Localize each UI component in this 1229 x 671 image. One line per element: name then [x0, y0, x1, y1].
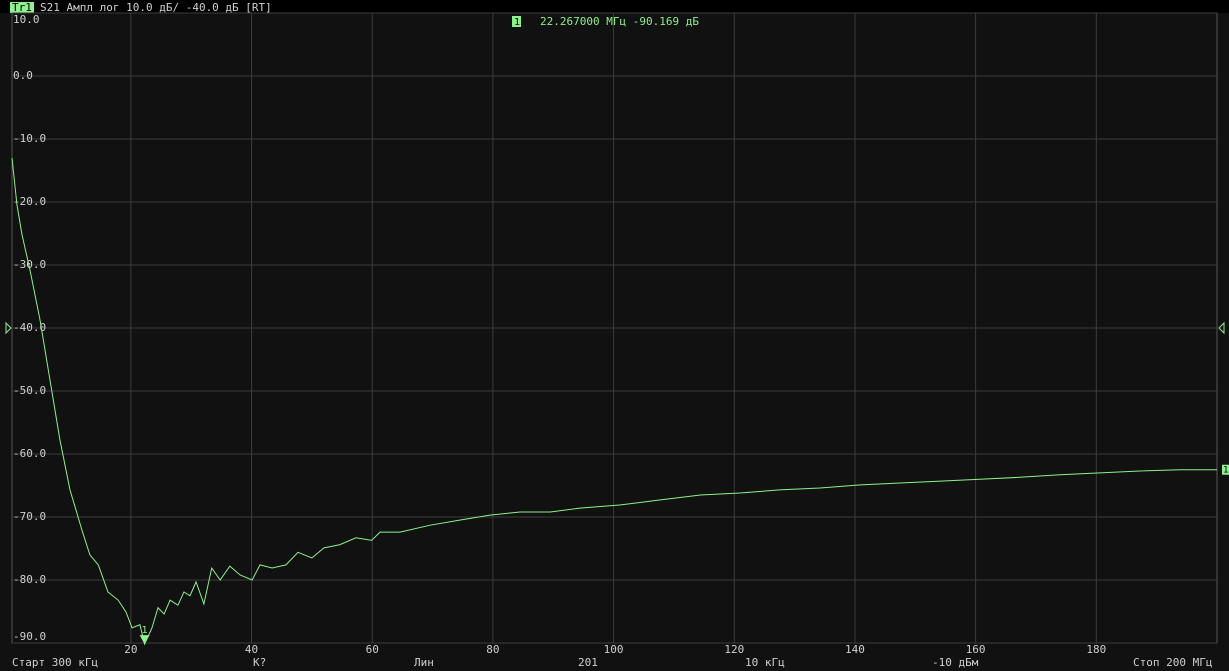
chart-title: S21 Ампл лог 10.0 дБ/ -40.0 дБ [RT] [40, 1, 272, 14]
status-item: К? [253, 656, 266, 669]
x-tick-label: 60 [366, 643, 379, 656]
y-tick-label: -80.0 [13, 573, 46, 586]
status-item: Стоп 200 МГц [1133, 656, 1212, 669]
marker-label: 1 [142, 625, 148, 636]
ref-level-right [1218, 321, 1225, 335]
marker-readout-number: 1 [514, 17, 520, 28]
x-tick-label: 120 [724, 643, 744, 656]
status-item: 201 [578, 656, 598, 669]
y-tick-label: -70.0 [13, 510, 46, 523]
trace-badge [10, 2, 34, 13]
y-tick-label: 0.0 [13, 69, 33, 82]
marker-readout-badge [512, 16, 521, 27]
x-tick-label: 80 [486, 643, 499, 656]
y-tick-label: -10.0 [13, 132, 46, 145]
status-item: Старт 300 кГц [12, 656, 98, 669]
marker [139, 635, 150, 645]
y-tick-label: -30.0 [13, 258, 46, 271]
trace-name: Tr1 [12, 1, 32, 14]
ref-level-left [5, 321, 12, 335]
y-tick-label: -90.0 [13, 630, 46, 643]
y-tick-label: -20.0 [13, 195, 46, 208]
x-tick-label: 20 [124, 643, 137, 656]
x-tick-label: 180 [1086, 643, 1106, 656]
trace-end-badge [1222, 464, 1229, 475]
status-item: 10 кГц [745, 656, 785, 669]
trace-line [11, 157, 1217, 646]
x-tick-label: 40 [245, 643, 258, 656]
header-bar [0, 0, 1229, 13]
status-item: Лин [414, 656, 434, 669]
y-tick-label: -50.0 [13, 384, 46, 397]
status-item: -10 дБм [932, 656, 979, 669]
y-tick-label: -40.0 [13, 321, 46, 334]
y-tick-label: 10.0 [13, 13, 40, 26]
marker-readout: 22.267000 МГц -90.169 дБ [540, 15, 699, 28]
trace-end-label: 1 [1223, 465, 1228, 475]
x-tick-label: 100 [604, 643, 624, 656]
y-tick-label: -60.0 [13, 447, 46, 460]
x-tick-label: 140 [845, 643, 865, 656]
x-tick-label: 160 [966, 643, 986, 656]
